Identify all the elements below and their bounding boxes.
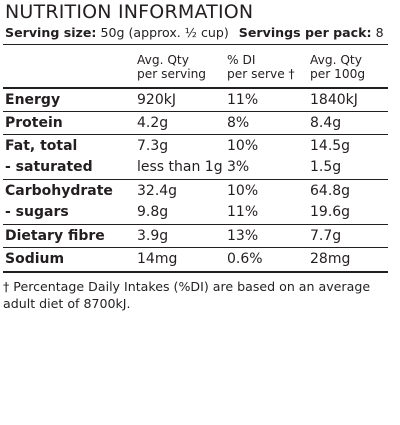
per-serving-value: 920kJ bbox=[137, 92, 176, 108]
serving-size-value: 50g (approx. ½ cup) bbox=[100, 25, 229, 40]
servings-per-pack-label: Servings per pack: bbox=[238, 25, 372, 40]
table-row: - saturated less than 1g 3% 1.5g bbox=[0, 156, 400, 178]
percent-di-value: 3% bbox=[227, 159, 250, 175]
per-100g-value: 19.6g bbox=[310, 204, 351, 220]
per-100g-value: 8.4g bbox=[310, 115, 342, 131]
per-serving-value: 32.4g bbox=[137, 183, 178, 199]
nutrient-label: Fat, total bbox=[5, 138, 78, 154]
per-serving-value: 9.8g bbox=[137, 204, 169, 220]
percent-di-value: 10% bbox=[227, 183, 259, 199]
panel-title: NUTRITION INFORMATION bbox=[5, 1, 254, 23]
table-row: Protein 4.2g 8% 8.4g bbox=[0, 112, 400, 134]
per-100g-value: 28mg bbox=[310, 251, 351, 267]
percent-di-value: 11% bbox=[227, 92, 259, 108]
per-serving-value: less than 1g bbox=[137, 159, 223, 175]
nutrient-label: Dietary fibre bbox=[5, 228, 105, 244]
per-serving-value: 7.3g bbox=[137, 138, 169, 154]
column-header-percent-di: % DI per serve † bbox=[227, 53, 295, 81]
divider bbox=[3, 87, 388, 89]
per-serving-value: 3.9g bbox=[137, 228, 169, 244]
serving-size-label: Serving size: bbox=[5, 25, 97, 40]
table-row: Energy 920kJ 11% 1840kJ bbox=[0, 89, 400, 111]
table-row: Carbohydrate 32.4g 10% 64.8g bbox=[0, 180, 400, 202]
table-row: Fat, total 7.3g 10% 14.5g bbox=[0, 135, 400, 157]
nutrient-label: Energy bbox=[5, 92, 61, 108]
divider bbox=[3, 111, 388, 112]
serving-info: Serving size: 50g (approx. ½ cup) Serving… bbox=[5, 24, 390, 41]
divider bbox=[3, 179, 388, 180]
column-header-avg-qty-serving: Avg. Qty per serving bbox=[137, 53, 207, 81]
per-serving-value: 4.2g bbox=[137, 115, 169, 131]
table-row: - sugars 9.8g 11% 19.6g bbox=[0, 201, 400, 223]
divider bbox=[3, 271, 388, 273]
divider bbox=[3, 247, 388, 248]
table-row: Sodium 14mg 0.6% 28mg bbox=[0, 248, 400, 270]
footnote: † Percentage Daily Intakes (%DI) are bas… bbox=[3, 279, 371, 311]
divider bbox=[3, 224, 388, 225]
percent-di-value: 8% bbox=[227, 115, 250, 131]
divider bbox=[3, 44, 388, 45]
servings-per-pack-value: 8 bbox=[375, 25, 384, 40]
per-100g-value: 1840kJ bbox=[310, 92, 358, 108]
per-100g-value: 1.5g bbox=[310, 159, 342, 175]
per-100g-value: 64.8g bbox=[310, 183, 351, 199]
per-serving-value: 14mg bbox=[137, 251, 178, 267]
percent-di-value: 11% bbox=[227, 204, 259, 220]
nutrient-label: Carbohydrate bbox=[5, 183, 113, 199]
nutrient-label: Sodium bbox=[5, 251, 65, 267]
column-header-avg-qty-100g: Avg. Qty per 100g bbox=[310, 53, 366, 81]
percent-di-value: 0.6% bbox=[227, 251, 263, 267]
per-100g-value: 14.5g bbox=[310, 138, 351, 154]
table-row: Dietary fibre 3.9g 13% 7.7g bbox=[0, 225, 400, 247]
percent-di-value: 13% bbox=[227, 228, 259, 244]
percent-di-value: 10% bbox=[227, 138, 259, 154]
divider bbox=[3, 134, 388, 135]
nutrient-label: - sugars bbox=[5, 204, 69, 220]
nutrient-label: Protein bbox=[5, 115, 63, 131]
nutrient-label: - saturated bbox=[5, 159, 93, 175]
per-100g-value: 7.7g bbox=[310, 228, 342, 244]
